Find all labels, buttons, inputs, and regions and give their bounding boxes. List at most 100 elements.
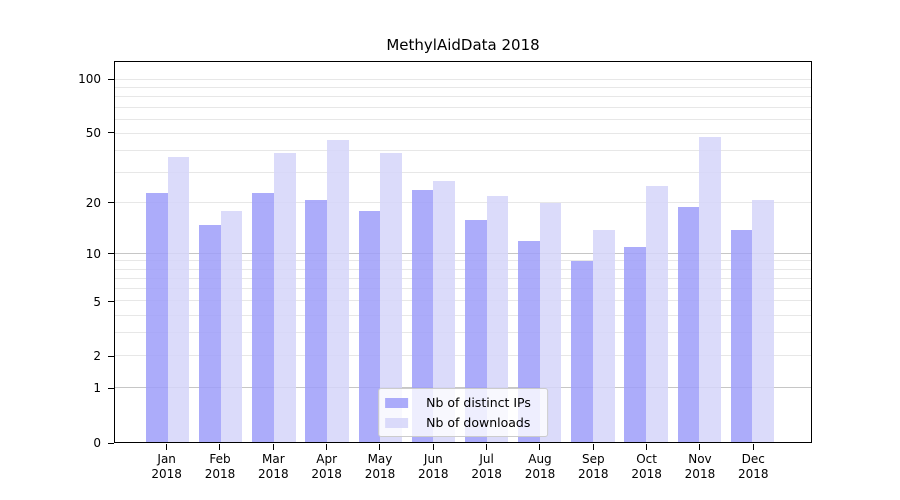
x-tick-label-year-nov: 2018 — [684, 467, 716, 481]
y-tick-label-50: 50 — [85, 125, 101, 140]
y-tick-mark-20 — [108, 202, 114, 204]
x-tick-label-month-dec: Dec — [741, 452, 765, 466]
gridline-minor-50 — [115, 132, 811, 134]
x-cell-jul: Jul 2018 — [460, 444, 513, 482]
x-tick-mark-apr — [326, 444, 328, 450]
bars-layer — [115, 62, 811, 442]
y-tick-mark-0 — [108, 442, 114, 444]
y-tick-label-5: 5 — [93, 294, 101, 309]
x-tick-mark-dec — [752, 444, 754, 450]
bar-group-apr — [301, 62, 354, 442]
bar-sep-downloads — [592, 229, 615, 442]
bar-sep-ips — [571, 261, 593, 442]
x-cell-jan: Jan 2018 — [140, 444, 193, 482]
bar-feb-downloads — [220, 211, 243, 442]
x-cell-may: May 2018 — [353, 444, 406, 482]
bar-aug-downloads — [539, 203, 562, 442]
x-tick-mark-may — [379, 444, 381, 450]
legend-swatch-icon — [385, 397, 409, 408]
y-tick-label-10: 10 — [85, 246, 101, 261]
gridline-major-10 — [115, 252, 811, 254]
x-tick-label-year-may: 2018 — [364, 467, 396, 481]
bar-group-jul — [460, 62, 513, 442]
x-tick-label-year-aug: 2018 — [524, 467, 556, 481]
y-tick-mark-50 — [108, 132, 114, 134]
x-tick-label-month-sep: Sep — [581, 452, 605, 466]
x-tick-mark-feb — [219, 444, 221, 450]
y-tick-mark-5 — [108, 301, 114, 303]
gridline-minor-2 — [115, 354, 811, 356]
gridline-minor-3 — [115, 332, 811, 334]
gridline-minor-20 — [115, 202, 811, 204]
y-tick-label-1: 1 — [93, 381, 101, 396]
legend-entry: Nb of downloads — [385, 415, 531, 430]
bar-group-feb — [194, 62, 247, 442]
x-tick-label-month-aug: Aug — [528, 452, 552, 466]
gridline-minor-60 — [115, 118, 811, 120]
bar-jun-downloads — [433, 180, 456, 442]
gridline-minor-40 — [115, 149, 811, 151]
x-tick-mark-oct — [646, 444, 648, 450]
x-cell-apr: Apr 2018 — [300, 444, 353, 482]
y-tick-mark-1 — [108, 387, 114, 389]
plot-area: Nb of distinct IPs Nb of downloads — [114, 61, 812, 443]
y-tick-mark-100 — [108, 78, 114, 80]
bar-jul-ips — [464, 219, 487, 442]
gridline-minor-9 — [115, 260, 811, 262]
x-axis: Jan 2018 Feb 2018 Mar 2018 Apr 2018 May 2018 Jun 20… — [114, 444, 812, 482]
bar-mar-downloads — [273, 152, 296, 442]
x-tick-label-year-mar: 2018 — [258, 467, 289, 481]
x-tick-label-year-jun: 2018 — [418, 467, 449, 481]
x-cell-oct: Oct 2018 — [620, 444, 673, 482]
x-tick-label-month-mar: Mar — [262, 452, 285, 466]
y-axis: 0 1 2 5 10 20 50 100 — [0, 61, 114, 450]
x-cell-feb: Feb 2018 — [193, 444, 246, 482]
legend-entry: Nb of distinct IPs — [385, 395, 531, 410]
bar-group-jan — [141, 62, 194, 442]
bar-group-sep — [566, 62, 619, 442]
bar-dec-downloads — [752, 199, 775, 442]
bar-apr-downloads — [327, 139, 349, 442]
x-tick-label-year-jul: 2018 — [471, 467, 502, 481]
bar-group-nov — [673, 62, 726, 442]
gridline-minor-30 — [115, 171, 811, 173]
x-tick-label-month-jun: Jun — [423, 452, 443, 466]
x-tick-label-year-oct: 2018 — [631, 467, 662, 481]
bar-nov-downloads — [699, 136, 721, 442]
x-tick-mark-jun — [432, 444, 434, 450]
bar-group-mar — [247, 62, 300, 442]
y-tick-mark-10 — [108, 253, 114, 255]
bar-mar-ips — [252, 192, 274, 442]
bar-may-ips — [358, 211, 381, 442]
bar-apr-ips — [305, 199, 328, 442]
x-tick-label-year-jan: 2018 — [151, 467, 182, 481]
y-tick-label-20: 20 — [85, 195, 101, 210]
bar-jun-ips — [411, 189, 434, 442]
x-cell-jun: Jun 2018 — [407, 444, 460, 482]
gridline-minor-6 — [115, 288, 811, 290]
x-tick-label-year-sep: 2018 — [578, 467, 609, 481]
legend: Nb of distinct IPs Nb of downloads — [378, 388, 548, 437]
y-tick-label-0: 0 — [93, 436, 101, 450]
x-tick-mark-jan — [166, 444, 168, 450]
y-tick-mark-2 — [108, 355, 114, 357]
x-tick-label-month-feb: Feb — [209, 452, 231, 466]
bar-jul-downloads — [486, 196, 509, 442]
x-cell-sep: Sep 2018 — [567, 444, 620, 482]
bar-feb-ips — [199, 224, 221, 442]
bar-oct-downloads — [646, 186, 668, 442]
x-cell-aug: Aug 2018 — [513, 444, 566, 482]
gridlines-layer — [115, 62, 811, 442]
gridline-minor-5 — [115, 300, 811, 302]
gridline-minor-4 — [115, 314, 811, 316]
bar-may-downloads — [380, 152, 402, 442]
x-tick-label-year-apr: 2018 — [311, 467, 342, 481]
x-tick-mark-jul — [486, 444, 488, 450]
x-tick-label-month-apr: Apr — [316, 452, 338, 466]
bar-group-jun — [407, 62, 460, 442]
x-tick-label-year-feb: 2018 — [204, 467, 236, 481]
bar-dec-ips — [730, 229, 753, 442]
x-cell-nov: Nov 2018 — [673, 444, 726, 482]
bar-jan-downloads — [167, 156, 190, 442]
